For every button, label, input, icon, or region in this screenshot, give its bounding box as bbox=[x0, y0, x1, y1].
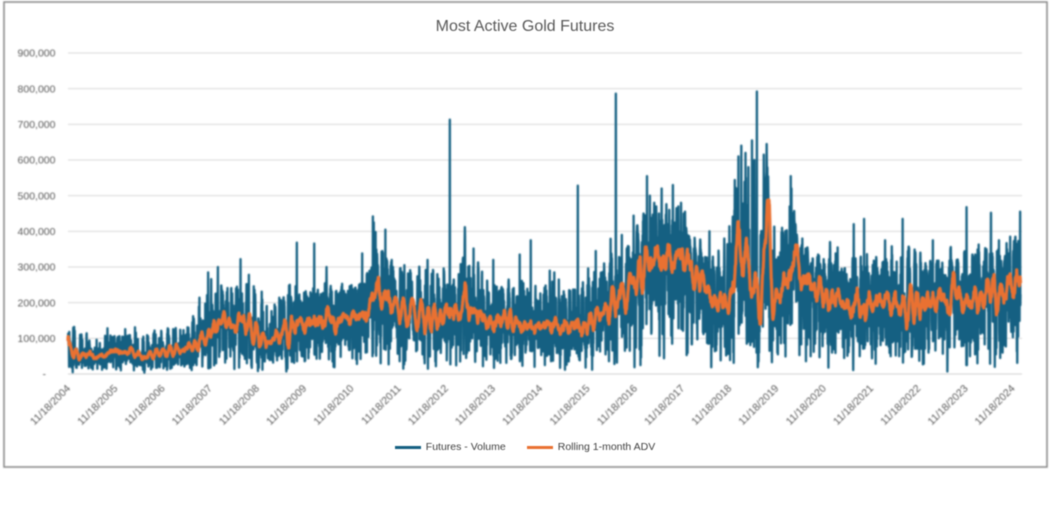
legend-label-volume: Futures - Volume bbox=[425, 441, 506, 453]
y-tick-label-7: 700,000 bbox=[18, 119, 56, 131]
y-tick-label-9: 900,000 bbox=[18, 48, 56, 60]
chart-title: Most Active Gold Futures bbox=[435, 18, 615, 35]
y-tick-label-3: 300,000 bbox=[18, 262, 56, 274]
y-tick-label-1: 100,000 bbox=[18, 333, 56, 345]
legend-label-adv: Rolling 1-month ADV bbox=[557, 441, 656, 453]
legend-item-rolling-adv[interactable]: Rolling 1-month ADV bbox=[526, 441, 656, 454]
legend-item-futures-volume[interactable]: Futures - Volume bbox=[394, 441, 506, 454]
y-tick-label-6: 600,000 bbox=[18, 155, 56, 167]
series-line-rolling-adv bbox=[66, 198, 1023, 362]
legend-line-swatch-adv bbox=[526, 446, 553, 449]
series-line-futures-volume bbox=[66, 90, 1022, 374]
y-tick-label-0: - bbox=[43, 369, 47, 381]
chart-legend: Futures - Volume Rolling 1-month ADV bbox=[0, 441, 1050, 454]
y-tick-label-5: 500,000 bbox=[18, 190, 56, 202]
legend-line-swatch-volume bbox=[394, 446, 421, 449]
y-tick-label-8: 800,000 bbox=[18, 83, 56, 95]
y-tick-label-2: 200,000 bbox=[18, 297, 56, 309]
chart-frame bbox=[3, 1, 1048, 468]
y-tick-label-4: 400,000 bbox=[18, 226, 56, 238]
